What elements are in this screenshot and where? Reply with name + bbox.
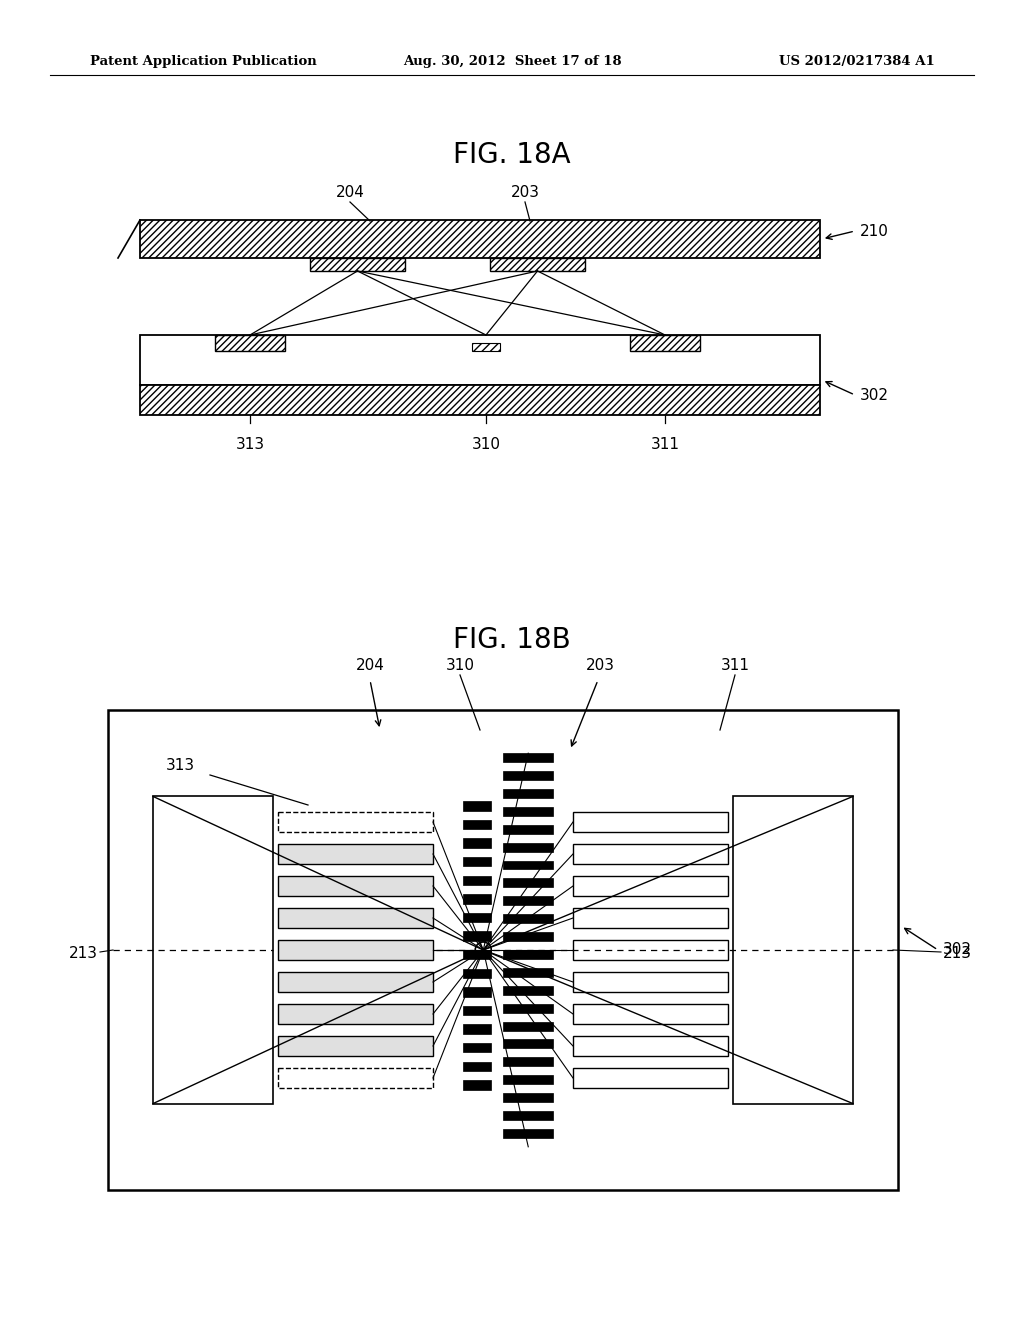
Bar (573, 940, 728, 960)
Bar (573, 972, 728, 993)
Bar (140, 220, 820, 257)
Bar (108, 710, 898, 1191)
Bar (463, 820, 492, 829)
Text: 203: 203 (511, 185, 540, 201)
Text: FIG. 18A: FIG. 18A (454, 141, 570, 169)
Bar (278, 876, 433, 896)
Text: 203: 203 (586, 657, 614, 672)
Text: 313: 313 (236, 437, 264, 451)
Bar (573, 876, 728, 896)
Text: 213: 213 (69, 945, 98, 961)
Bar (573, 843, 728, 865)
Bar (472, 343, 500, 351)
Bar (463, 1080, 492, 1089)
Bar (140, 335, 820, 385)
Bar (503, 1057, 553, 1067)
Text: US 2012/0217384 A1: US 2012/0217384 A1 (779, 55, 935, 69)
Bar (503, 950, 553, 958)
Text: 302: 302 (943, 942, 972, 957)
Bar (463, 932, 492, 941)
Text: Patent Application Publication: Patent Application Publication (90, 55, 316, 69)
Bar (503, 807, 553, 816)
Bar (463, 875, 492, 884)
Bar (463, 838, 492, 847)
Bar (463, 1043, 492, 1052)
Bar (503, 771, 553, 780)
Bar (278, 1036, 433, 1056)
Bar (153, 796, 273, 1104)
Bar (463, 913, 492, 923)
Bar (503, 1022, 553, 1031)
Bar (463, 1024, 492, 1034)
Bar (278, 1005, 433, 1024)
Text: 311: 311 (721, 657, 750, 672)
Bar (503, 1129, 553, 1138)
Bar (573, 1068, 728, 1088)
Text: 204: 204 (336, 185, 365, 201)
Bar (503, 915, 553, 923)
Bar (503, 986, 553, 995)
Bar (278, 843, 433, 865)
Bar (278, 908, 433, 928)
Bar (278, 1068, 433, 1088)
Bar (463, 969, 492, 978)
Bar (490, 257, 585, 271)
Text: 302: 302 (860, 388, 889, 403)
Bar (463, 987, 492, 997)
Bar (503, 932, 553, 941)
Bar (503, 825, 553, 834)
Bar (503, 878, 553, 887)
Bar (278, 940, 433, 960)
Bar (140, 385, 820, 414)
Bar (503, 842, 553, 851)
Bar (215, 335, 285, 351)
Bar (310, 257, 406, 271)
Bar (503, 968, 553, 977)
Bar (630, 335, 700, 351)
Bar (503, 754, 553, 762)
Text: Aug. 30, 2012  Sheet 17 of 18: Aug. 30, 2012 Sheet 17 of 18 (402, 55, 622, 69)
Text: 213: 213 (943, 945, 972, 961)
Bar (733, 796, 853, 1104)
Bar (573, 908, 728, 928)
Text: 310: 310 (445, 657, 474, 672)
Bar (503, 789, 553, 797)
Bar (503, 1076, 553, 1084)
Bar (278, 812, 433, 832)
Bar (278, 972, 433, 993)
Bar (503, 1093, 553, 1102)
Bar (573, 1036, 728, 1056)
Bar (503, 896, 553, 906)
Text: 313: 313 (166, 758, 195, 772)
Text: FIG. 18B: FIG. 18B (454, 626, 570, 653)
Text: 204: 204 (355, 657, 384, 672)
Bar (463, 1006, 492, 1015)
Bar (463, 801, 492, 810)
Text: 311: 311 (650, 437, 680, 451)
Bar (573, 1005, 728, 1024)
Bar (503, 1111, 553, 1119)
Bar (503, 1003, 553, 1012)
Text: 310: 310 (471, 437, 501, 451)
Bar (463, 1061, 492, 1071)
Bar (503, 1039, 553, 1048)
Bar (463, 857, 492, 866)
Bar (463, 950, 492, 960)
Bar (503, 861, 553, 870)
Bar (463, 894, 492, 903)
Bar (573, 812, 728, 832)
Text: 210: 210 (860, 223, 889, 239)
